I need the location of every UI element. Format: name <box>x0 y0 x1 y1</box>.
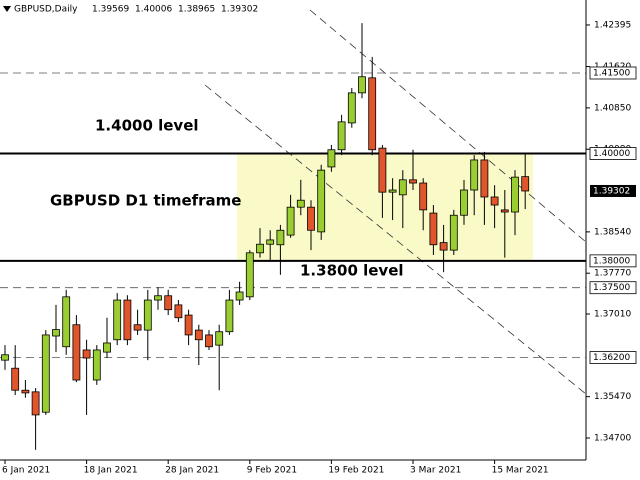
candle-body <box>429 212 438 246</box>
candle-body <box>174 304 183 319</box>
candle-body <box>470 159 479 191</box>
candle-body <box>133 324 142 331</box>
candle-body <box>92 349 101 381</box>
header-icon <box>3 6 11 12</box>
x-tick-label: 15 Mar 2021 <box>492 466 549 476</box>
annotation: 1.3800 level <box>300 262 404 280</box>
level-label: 1.36200 <box>593 353 630 363</box>
candle-body <box>245 252 254 298</box>
candle-body <box>307 206 315 231</box>
x-tick-label: 28 Jan 2021 <box>165 466 219 476</box>
candle-body <box>62 296 71 348</box>
price-label: 1.39302 <box>593 186 630 196</box>
candle-body <box>143 299 152 331</box>
x-tick-label: 9 Feb 2021 <box>247 466 297 476</box>
y-tick-label: 1.42395 <box>594 20 631 30</box>
candle-body <box>419 182 428 211</box>
candle-body <box>31 391 40 416</box>
candle-body <box>409 179 417 184</box>
candle-body <box>11 367 20 391</box>
candle-body <box>215 331 224 346</box>
candle-body <box>337 121 346 151</box>
candle-body <box>368 77 377 151</box>
candle-body <box>358 76 366 94</box>
candle-body <box>286 206 295 236</box>
candle-body <box>1 354 9 361</box>
candle-body <box>296 199 305 208</box>
candle-body <box>521 176 530 192</box>
header-close: 1.39302 <box>221 5 258 15</box>
candle-body <box>21 389 30 394</box>
candle-body <box>256 243 264 254</box>
y-tick-label: 1.37010 <box>594 310 631 320</box>
candle-body <box>500 209 509 213</box>
candle-body <box>225 299 234 333</box>
candle-body <box>317 169 326 233</box>
candle-body <box>266 239 275 245</box>
candle-body <box>327 149 336 168</box>
candle-body <box>184 314 193 336</box>
candle-body <box>398 179 407 196</box>
candle-body <box>164 295 173 311</box>
candle-body <box>347 92 356 124</box>
candle-body <box>490 196 499 206</box>
candle-body <box>511 176 519 213</box>
annotation: GBPUSD D1 timeframe <box>50 192 241 210</box>
candle-body <box>52 329 60 337</box>
symbol: GBPUSD,Daily <box>14 5 78 15</box>
x-tick-label: 3 Mar 2021 <box>410 466 461 476</box>
candle-body <box>41 334 50 413</box>
y-tick-label: 1.35470 <box>594 392 631 402</box>
header-high: 1.40006 <box>135 5 172 15</box>
candle-body <box>113 299 122 341</box>
candle-body <box>72 324 81 381</box>
level-label: 1.37500 <box>593 283 630 293</box>
candle-body <box>103 342 111 353</box>
level-tag <box>589 254 637 268</box>
candle-body <box>388 189 397 193</box>
candle-body <box>449 214 458 251</box>
y-tick-label: 1.37770 <box>594 269 631 279</box>
level-tag <box>589 66 637 80</box>
annotation: 1.4000 level <box>95 117 199 135</box>
price-tag <box>590 184 636 197</box>
y-tick-label: 1.40850 <box>594 103 631 113</box>
candle-body <box>460 189 468 216</box>
candle-body <box>480 159 489 198</box>
x-tick-label: 6 Jan 2021 <box>2 466 50 476</box>
x-tick-label: 18 Jan 2021 <box>84 466 138 476</box>
trend-line <box>204 84 587 395</box>
y-tick-label: 1.34700 <box>594 433 631 443</box>
candle-body <box>154 295 162 301</box>
level-tag <box>589 281 637 295</box>
candle-body <box>235 291 244 301</box>
y-tick-label: 1.38540 <box>594 227 631 237</box>
x-tick-label: 19 Feb 2021 <box>328 466 384 476</box>
trend-line <box>309 9 587 243</box>
candle-body <box>439 242 448 251</box>
level-label: 1.41500 <box>593 68 630 78</box>
candle-body <box>194 329 203 341</box>
candle-body <box>82 349 91 359</box>
level-tag <box>589 147 637 160</box>
plot-area <box>0 23 586 450</box>
level-tag <box>589 351 637 364</box>
header-open: 1.39569 <box>92 5 129 15</box>
candle-body <box>205 334 213 348</box>
candle-body <box>123 299 132 341</box>
level-label: 1.40000 <box>593 149 630 159</box>
candle-body <box>276 229 285 246</box>
header-low: 1.38965 <box>178 5 215 15</box>
candle-body <box>378 147 387 193</box>
level-label: 1.38000 <box>593 256 630 266</box>
